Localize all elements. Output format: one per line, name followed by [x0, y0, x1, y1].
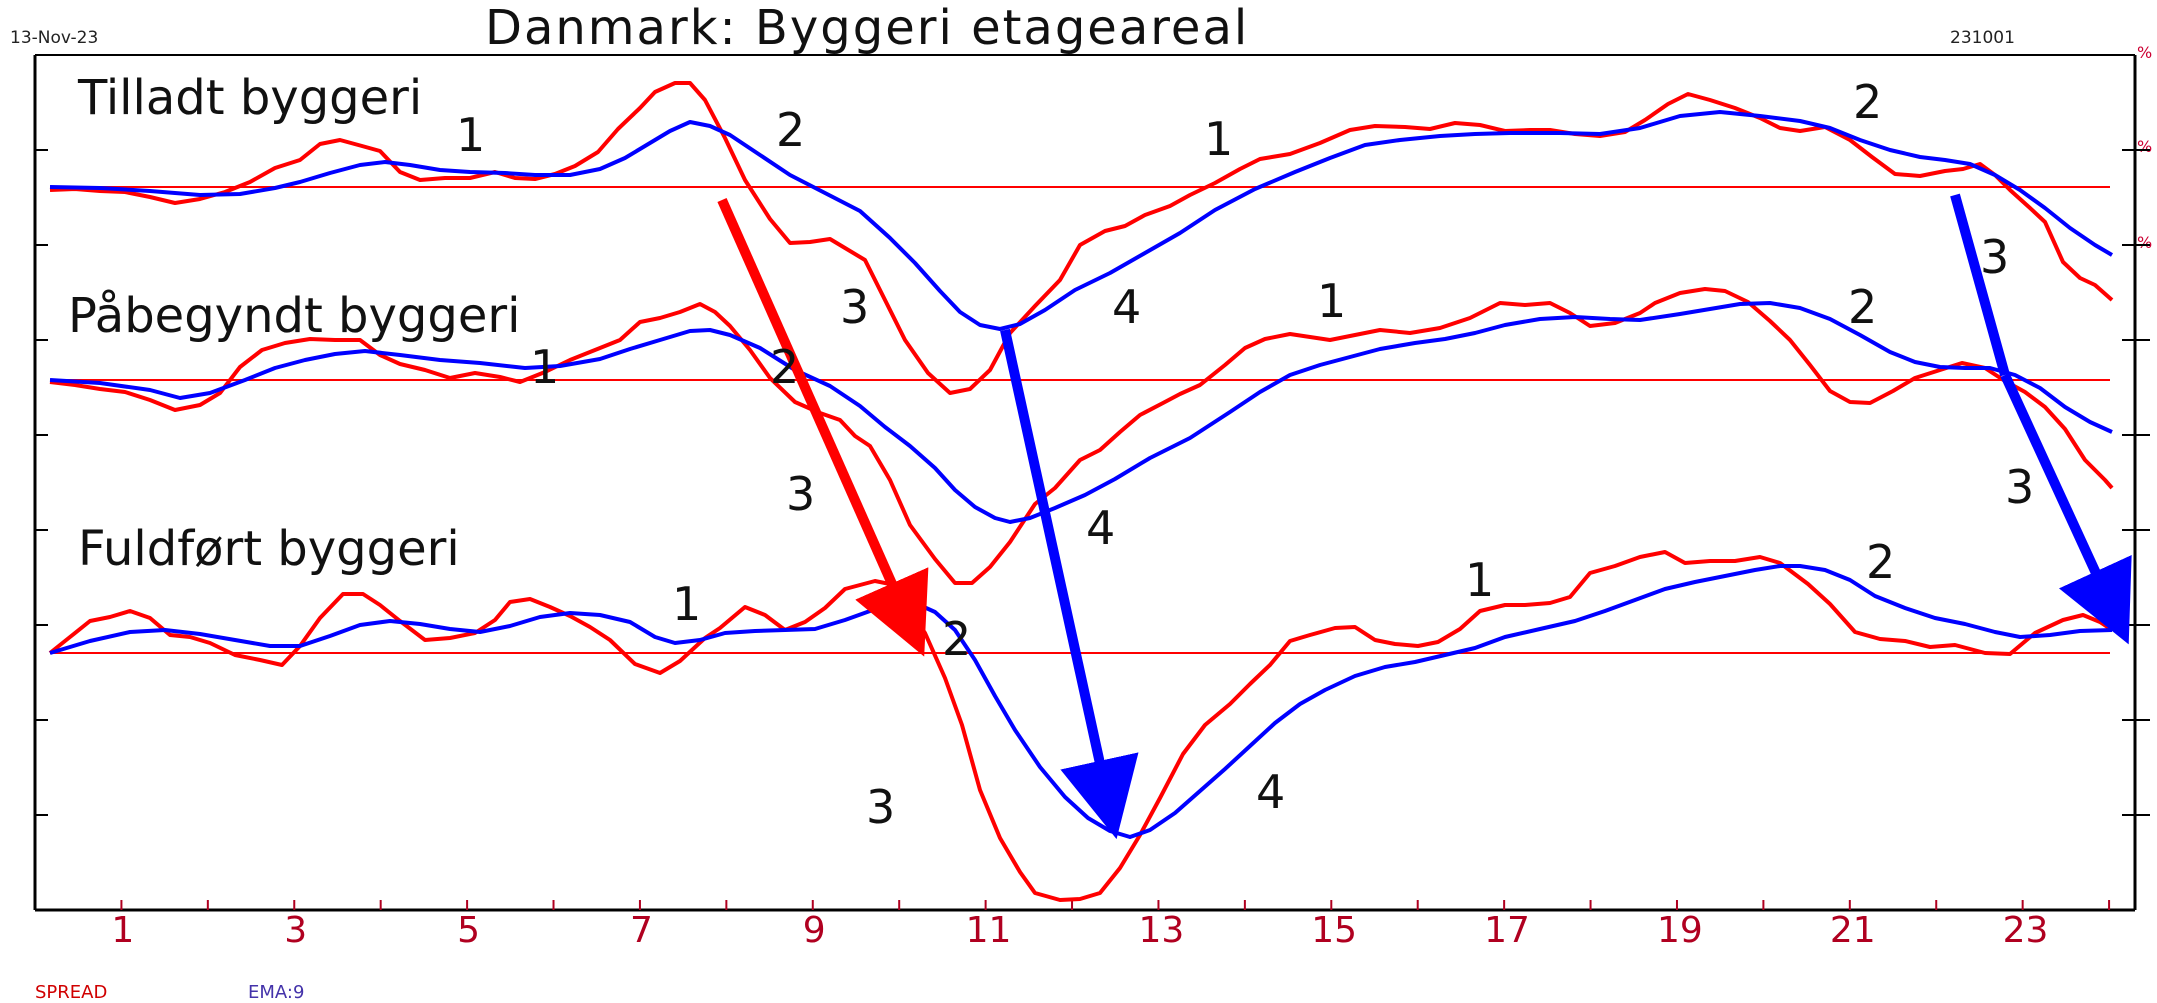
wave-label: 3: [786, 467, 815, 521]
trend-arrows: [722, 195, 2112, 800]
header-code: 231001: [1950, 28, 2015, 48]
wave-label: 4: [1086, 501, 1115, 555]
x-tick-label: 13: [1138, 910, 1184, 951]
panel-label-tilladt: Tilladt byggeri: [77, 70, 422, 126]
panel-label-paabegyndt: Påbegyndt byggeri: [68, 288, 520, 344]
x-tick-label: 21: [1830, 910, 1876, 951]
wave-label: 4: [1256, 765, 1285, 819]
header-date: 13-Nov-23: [10, 28, 98, 48]
blue-arrow: [1005, 330, 1108, 800]
blue-arrow: [1955, 195, 2005, 375]
x-tick-label: 1: [111, 910, 134, 951]
x-tick-label: 17: [1484, 910, 1530, 951]
x-tick-label: 23: [2003, 910, 2049, 951]
legend-spread: SPREAD: [35, 982, 107, 1003]
wave-label: 1: [1465, 553, 1494, 607]
series-fuldfoert-ema: [50, 566, 2112, 837]
wave-label: 2: [770, 340, 799, 394]
x-tick-label: 19: [1657, 910, 1703, 951]
wave-label: 3: [866, 780, 895, 834]
plot-frame: [35, 55, 2135, 910]
x-tick-label: 3: [284, 910, 307, 951]
x-tick-label: 11: [966, 910, 1012, 951]
wave-label: 3: [840, 280, 869, 334]
wave-labels: 1 2 3 4 1 2 3 1 2 3 4 1 2 3 1 2 3 4 1 2: [456, 75, 2034, 834]
wave-label: 1: [530, 340, 559, 394]
baselines: [50, 187, 2110, 653]
right-axis-label: %: [2137, 233, 2152, 252]
wave-label: 1: [1317, 274, 1346, 328]
wave-label: 2: [1848, 280, 1877, 334]
wave-label: 1: [1204, 112, 1233, 166]
wave-label: 2: [942, 612, 971, 666]
wave-label: 2: [1853, 75, 1882, 129]
x-tick-labels: 1 3 5 7 9 11 13 15 17 19 21 23: [111, 910, 2048, 951]
wave-label: 2: [776, 103, 805, 157]
legend-ema: EMA:9: [248, 982, 304, 1003]
y-ticks-left: [35, 150, 48, 815]
panel-label-fuldfoert: Fuldført byggeri: [78, 521, 460, 577]
wave-label: 3: [2005, 460, 2034, 514]
x-tick-label: 7: [630, 910, 653, 951]
right-axis-labels: % % %: [2137, 43, 2152, 252]
right-axis-label: %: [2137, 137, 2152, 156]
wave-label: 2: [1866, 535, 1895, 589]
x-tick-label: 15: [1311, 910, 1357, 951]
series-tilladt-spread: [50, 83, 2112, 393]
series-group: [50, 83, 2112, 900]
x-tick-label: 9: [803, 910, 826, 951]
red-arrow: [722, 200, 908, 620]
wave-label: 4: [1112, 280, 1141, 334]
right-axis-label: %: [2137, 43, 2152, 62]
wave-label: 3: [1980, 230, 2009, 284]
wave-label: 1: [672, 577, 701, 631]
x-tick-label: 5: [457, 910, 480, 951]
series-fuldfoert-spread: [50, 552, 2112, 900]
wave-label: 1: [456, 108, 485, 162]
chart-title: Danmark: Byggeri etageareal: [485, 0, 1249, 56]
